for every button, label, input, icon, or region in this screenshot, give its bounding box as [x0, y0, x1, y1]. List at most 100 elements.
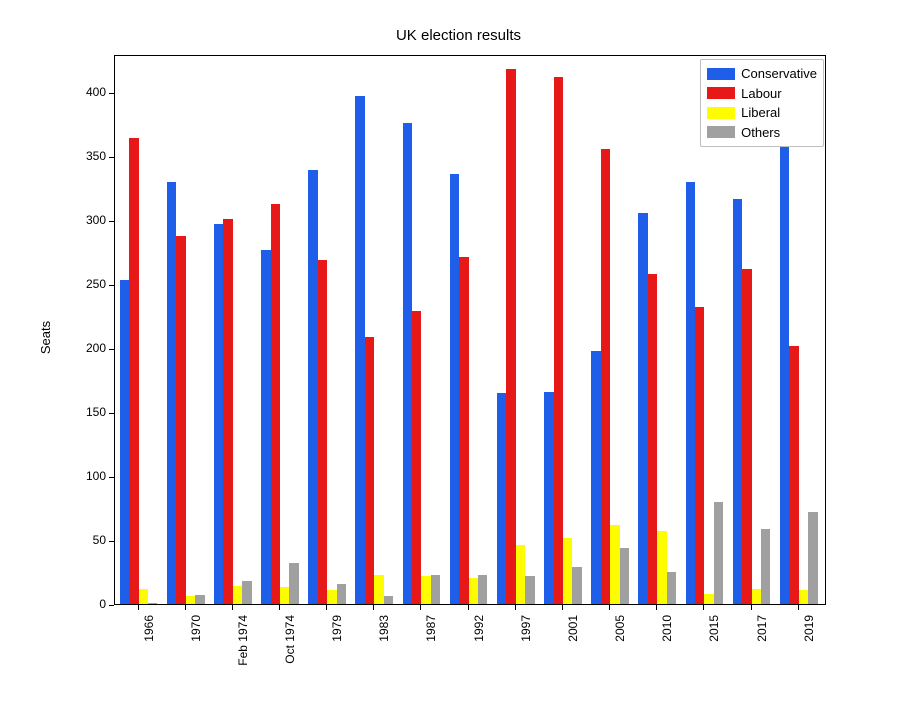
legend-label: Others: [741, 123, 780, 143]
bar: [195, 595, 204, 604]
bar: [506, 69, 515, 604]
bar: [657, 531, 666, 604]
bar: [591, 351, 600, 604]
xtick-mark: [138, 605, 139, 610]
xtick-mark: [751, 605, 752, 610]
ytick-label: 400: [66, 85, 106, 99]
bar: [223, 219, 232, 604]
xtick-label: 1997: [519, 615, 533, 675]
bar: [638, 213, 647, 604]
bar: [563, 538, 572, 605]
bar: [761, 529, 770, 604]
legend-item: Labour: [707, 84, 817, 104]
bar: [289, 563, 298, 604]
bar: [516, 545, 525, 604]
xtick-mark: [656, 605, 657, 610]
bar: [799, 590, 808, 604]
xtick-label: 2010: [660, 615, 674, 675]
bar: [525, 576, 534, 604]
ytick-label: 300: [66, 213, 106, 227]
bar: [686, 182, 695, 604]
xtick-label: 2001: [566, 615, 580, 675]
bar: [374, 575, 383, 604]
xtick-label: 2005: [613, 615, 627, 675]
legend-item: Liberal: [707, 103, 817, 123]
xtick-mark: [232, 605, 233, 610]
bar: [572, 567, 581, 604]
chart-container: UK election results Seats ConservativeLa…: [0, 0, 917, 707]
ytick-label: 350: [66, 149, 106, 163]
xtick-label: 2017: [755, 615, 769, 675]
legend: ConservativeLabourLiberalOthers: [700, 59, 824, 147]
bar: [365, 337, 374, 604]
bar: [214, 224, 223, 604]
bar: [308, 170, 317, 604]
ytick-label: 100: [66, 469, 106, 483]
xtick-mark: [279, 605, 280, 610]
legend-swatch: [707, 87, 735, 99]
legend-swatch: [707, 68, 735, 80]
bar: [478, 575, 487, 604]
bar: [714, 502, 723, 604]
bar: [544, 392, 553, 604]
legend-swatch: [707, 107, 735, 119]
chart-title: UK election results: [0, 27, 917, 44]
xtick-label: 1992: [472, 615, 486, 675]
xtick-mark: [703, 605, 704, 610]
ytick-mark: [109, 413, 114, 414]
bar: [601, 149, 610, 604]
y-axis-label: Seats: [38, 321, 53, 354]
ytick-mark: [109, 93, 114, 94]
xtick-mark: [468, 605, 469, 610]
bar: [469, 578, 478, 604]
xtick-mark: [562, 605, 563, 610]
bar: [327, 590, 336, 604]
bar: [412, 311, 421, 604]
bar: [271, 204, 280, 604]
bar: [120, 280, 129, 604]
bar: [129, 138, 138, 604]
bar: [421, 576, 430, 604]
xtick-mark: [609, 605, 610, 610]
bar: [337, 584, 346, 604]
bar: [667, 572, 676, 604]
bar: [176, 236, 185, 604]
xtick-label: 1970: [189, 615, 203, 675]
bar: [384, 596, 393, 604]
xtick-mark: [373, 605, 374, 610]
bar: [733, 199, 742, 604]
ytick-mark: [109, 285, 114, 286]
bar: [620, 548, 629, 604]
xtick-mark: [420, 605, 421, 610]
xtick-mark: [326, 605, 327, 610]
bar: [554, 77, 563, 604]
bar: [186, 596, 195, 604]
xtick-label: 1987: [424, 615, 438, 675]
bar: [261, 250, 270, 604]
bar: [808, 512, 817, 604]
xtick-label: 2015: [707, 615, 721, 675]
bar: [318, 260, 327, 604]
bar: [789, 346, 798, 604]
bar: [431, 575, 440, 604]
xtick-mark: [185, 605, 186, 610]
ytick-label: 150: [66, 405, 106, 419]
legend-item: Conservative: [707, 64, 817, 84]
bar: [403, 123, 412, 604]
bar: [497, 393, 506, 604]
ytick-mark: [109, 157, 114, 158]
ytick-mark: [109, 605, 114, 606]
bar: [450, 174, 459, 604]
ytick-mark: [109, 349, 114, 350]
bar: [459, 257, 468, 604]
bar: [704, 594, 713, 604]
ytick-mark: [109, 477, 114, 478]
ytick-label: 0: [66, 597, 106, 611]
legend-label: Labour: [741, 84, 781, 104]
ytick-mark: [109, 541, 114, 542]
xtick-label: 1979: [330, 615, 344, 675]
ytick-label: 200: [66, 341, 106, 355]
bar: [780, 137, 789, 604]
legend-swatch: [707, 126, 735, 138]
xtick-label: Oct 1974: [283, 615, 297, 675]
